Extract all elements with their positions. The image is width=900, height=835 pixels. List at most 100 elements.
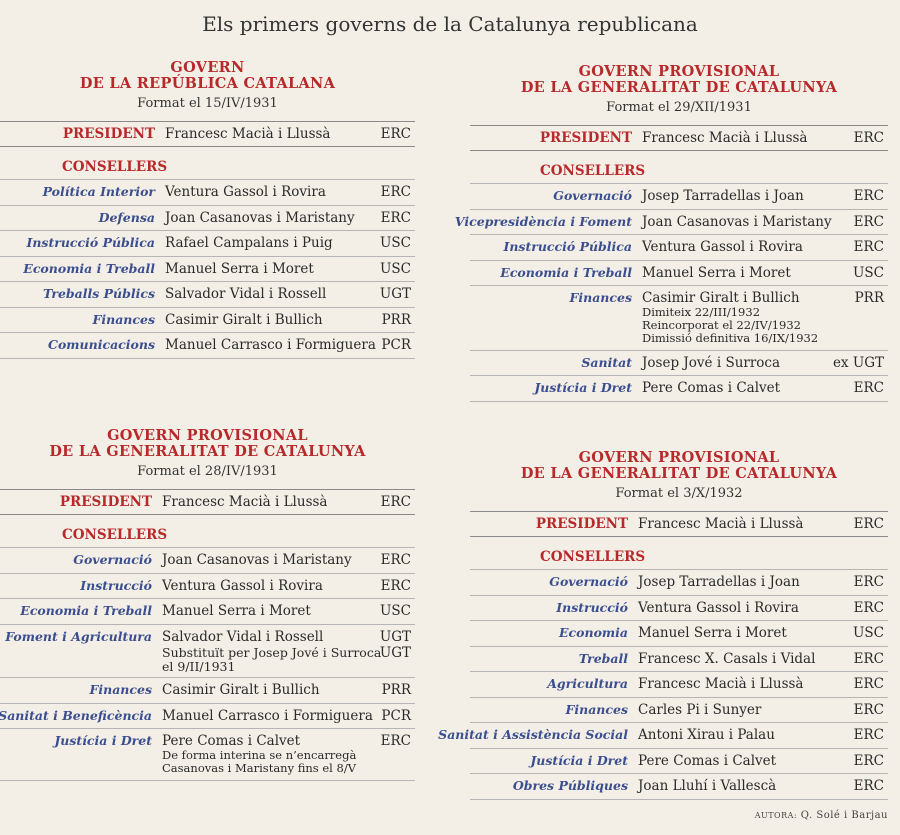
member-name: Casimir Giralt i Bullich [642,290,800,306]
president-party: ERC [853,130,884,146]
member-role: Finances [565,701,629,717]
member-role: Instrucció [556,599,628,615]
panel-title-line1: GOVERN PROVISIONAL [578,63,780,80]
member-row: Política Interior Ventura Gassol i Rovira… [0,180,415,206]
page-title: Els primers governs de la Catalunya repu… [202,12,698,36]
member-name: Josep Tarradellas i Joan [638,574,800,590]
member-role: Instrucció Pública [503,239,632,254]
panel-date: Format el 15/IV/1931 [137,96,278,111]
member-role: Defensa [98,209,155,225]
member-party: ERC [853,676,884,692]
member-name: Pere Comas i Calvet [642,380,781,396]
member-party: ex UGT [832,354,884,371]
panel-title-line2: DE LA GENERALITAT DE CATALUNYA [49,443,366,460]
author-label: AUTORA: [754,811,798,820]
consellers-heading-row: CONSELLERS [470,545,888,570]
member-name: Casimir Giralt i Bullich [165,311,323,328]
member-substitution-date: el 9/II/1931 [162,658,236,674]
member-name: Manuel Serra i Moret [162,603,311,619]
member-party: USC [853,625,884,641]
member-party: PRR [854,290,884,306]
member-role: Instrucció [80,577,152,593]
consellers-heading-row: CONSELLERS [0,155,415,180]
panel-date: Format el 28/IV/1931 [137,464,278,479]
member-name: Pere Comas i Calvet [162,733,301,749]
member-substitution: Substituït per Josep Jové i Surroca [162,644,382,660]
member-name: Ventura Gassol i Rovira [642,239,803,255]
member-role: Economia i Treball [500,264,632,280]
member-party: PCR [381,337,411,353]
panel-title-line1: GOVERN PROVISIONAL [107,427,308,444]
member-role: Governació [553,188,632,203]
president-party: ERC [380,126,411,142]
president-name: Francesc Macià i Llussà [165,126,331,142]
consellers-label: CONSELLERS [62,159,168,175]
member-role: Economia i Treball [23,260,155,276]
member-party: USC [853,264,884,281]
member-role: Sanitat i Beneficència [0,707,152,723]
president-row: PRESIDENT Francesc Macià i Llussà ERC [0,121,415,147]
member-party: ERC [853,239,884,255]
member-note: Dimissió definitiva 16/IX/1932 [642,331,819,345]
member-row: Economia i Treball Manuel Serra i Moret US… [0,599,415,625]
member-role: Treballs Públics [42,286,155,301]
member-row: Treballs Públics Salvador Vidal i Rossell… [0,282,415,308]
member-role: Vicepresidència i Foment [454,213,632,229]
member-party: ERC [853,574,884,590]
member-name: Joan Casanovas i Maristany [162,552,352,568]
president-name: Francesc Macià i Llussà [642,130,808,146]
member-substitution-party: UGT [379,644,411,661]
member-name: Manuel Carrasco i Formiguera [165,337,376,353]
member-party: ERC [853,188,884,204]
member-party: PCR [381,707,411,724]
member-name: Antoni Xirau i Palau [638,727,775,743]
member-name: Manuel Serra i Moret [642,264,791,281]
member-name: Carles Pi i Sunyer [638,701,762,718]
member-row: Instrucció Pública Ventura Gassol i Rovir… [470,235,888,261]
president-row: PRESIDENT Francesc Macià i Llussà ERC [470,125,888,151]
member-name: Rafael Campalans i Puig [165,235,333,251]
member-role: Treball [578,650,628,666]
consellers-heading-row: CONSELLERS [0,523,415,548]
panel-govern-republica: GOVERN DE LA REPÚBLICA CATALANA Format el … [0,60,415,359]
member-party: ERC [380,733,411,749]
member-row: Economia i Treball Manuel Serra i Moret US… [470,261,888,286]
member-party: ERC [380,577,411,594]
member-role: Agricultura [547,676,628,691]
member-role: Finances [569,290,633,305]
member-name: Josep Jové i Surroca [642,354,781,371]
consellers-label: CONSELLERS [540,163,646,179]
panel-date: Format el 29/XII/1931 [606,100,752,115]
panel-title-line1: GOVERN [170,59,245,76]
member-row: Governació Joan Casanovas i Maristany ERC [0,548,415,574]
member-role: Justícia i Dret [530,752,628,768]
member-name: Manuel Serra i Moret [638,625,787,641]
member-role: Governació [73,552,152,567]
member-name: Pere Comas i Calvet [638,752,777,769]
member-note: Reincorporat el 22/IV/1932 [642,318,801,332]
president-label: PRESIDENT [59,494,152,510]
member-row: Governació Josep Tarradellas i Joan ERC [470,184,888,210]
member-note: Dimiteix 22/III/1932 [642,305,761,319]
president-label: PRESIDENT [539,130,632,146]
member-role: Economia i Treball [20,603,152,618]
panel-title-line2: DE LA GENERALITAT DE CATALUNYA [520,79,838,96]
consellers-label: CONSELLERS [540,549,646,565]
member-party: UGT [379,286,411,302]
member-name: Salvador Vidal i Rossell [165,286,327,302]
member-row: Finances Carles Pi i Sunyer ERC [470,698,888,723]
panel-date: Format el 3/X/1932 [615,486,743,501]
member-role: Sanitat i Assistència Social [438,727,628,742]
president-party: ERC [380,494,411,510]
consellers-label: CONSELLERS [62,527,168,543]
member-party: ERC [853,380,884,396]
member-row: Defensa Joan Casanovas i Maristany ERC [0,206,415,231]
member-party: ERC [853,778,884,794]
member-row: Sanitat i Beneficència Manuel Carrasco i … [0,704,415,729]
member-row: Justícia i Dret Pere Comas i Calvet ERC [470,376,888,402]
member-role: Finances [92,311,156,327]
member-name: Josep Tarradellas i Joan [642,188,804,204]
member-note: De forma interina se n’encarregà [162,748,357,762]
member-role: Comunicacions [48,337,155,352]
panel-govern-provisional-1931-04: GOVERN PROVISIONAL DE LA GENERALITAT DE C… [0,428,415,781]
